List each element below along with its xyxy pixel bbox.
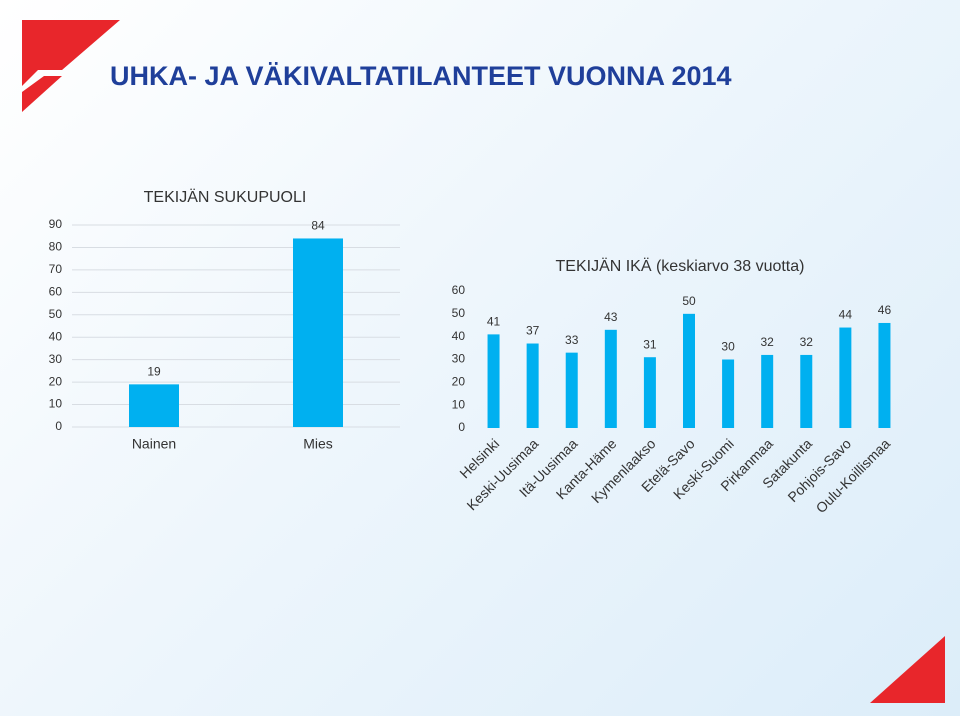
bar [293,238,343,427]
bar [526,343,539,428]
bar [565,352,578,428]
page-title: UHKA- JA VÄKIVALTATILANTEET VUONNA 2014 [110,61,732,91]
y-tick-label: 60 [452,283,466,297]
value-label: 31 [643,337,657,351]
value-label: 32 [761,335,775,349]
value-label: 30 [721,340,735,354]
value-label: 50 [682,294,696,308]
value-label: 33 [565,333,579,347]
x-tick-label: Nainen [132,436,176,452]
value-label: 43 [604,310,618,324]
chart-title: TEKIJÄN SUKUPUOLI [144,188,307,206]
logo-corner [22,20,120,86]
bar [683,313,695,428]
value-label: 44 [839,308,853,322]
bar [487,334,500,428]
bar [604,329,617,428]
bar [800,354,813,428]
y-tick-label: 30 [452,352,466,366]
value-label: 37 [526,324,540,338]
value-label: 32 [800,335,814,349]
bar [722,359,735,428]
chart-title: TEKIJÄN IKÄ (keskiarvo 38 vuotta) [556,257,805,275]
value-label: 41 [487,315,501,329]
y-tick-label: 30 [49,352,63,366]
value-label: 19 [147,365,161,379]
value-label: 46 [878,303,892,317]
y-tick-label: 50 [452,306,466,320]
x-tick-label: Mies [303,436,333,452]
value-label: 84 [311,219,325,233]
bar [129,384,179,427]
y-tick-label: 40 [452,329,466,343]
bar [761,354,774,428]
y-tick-label: 70 [49,262,63,276]
bar [643,357,656,428]
y-tick-label: 0 [55,419,62,433]
y-tick-label: 90 [49,217,63,231]
y-tick-label: 20 [49,374,63,388]
y-tick-label: 50 [49,307,63,321]
logo-corner [870,636,945,703]
y-tick-label: 40 [49,329,63,343]
y-tick-label: 60 [49,285,63,299]
y-tick-label: 20 [452,375,466,389]
bar [878,322,891,428]
y-tick-label: 0 [458,420,465,434]
y-tick-label: 10 [49,397,63,411]
bar [839,327,852,428]
y-tick-label: 80 [49,240,63,254]
y-tick-label: 10 [452,397,466,411]
logo-corner [22,76,62,112]
